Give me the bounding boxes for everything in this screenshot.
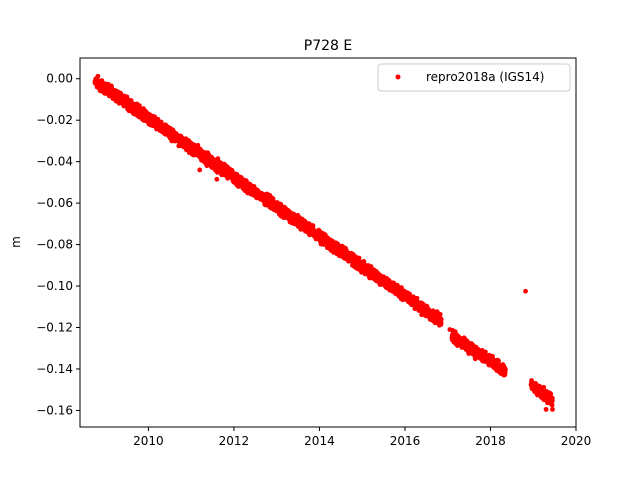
y-tick-label: −0.16 (36, 403, 73, 417)
y-tick-label: −0.10 (36, 279, 73, 293)
data-point (197, 167, 203, 173)
x-tick-label: 2016 (390, 434, 421, 448)
x-tick-label: 2012 (219, 434, 250, 448)
y-tick-label: 0.00 (46, 72, 73, 86)
legend-marker (395, 74, 401, 80)
data-point (356, 255, 362, 261)
data-point (496, 358, 501, 364)
y-tick-label: −0.04 (36, 155, 73, 169)
legend: repro2018a (IGS14) (377, 63, 571, 92)
y-tick-label: −0.06 (36, 196, 73, 210)
data-point (137, 103, 142, 109)
data-point (438, 320, 444, 326)
data-point (549, 402, 555, 408)
y-tick-label: −0.12 (36, 320, 73, 334)
legend-box (377, 63, 571, 92)
x-tick-label: 2020 (561, 434, 592, 448)
data-points (92, 73, 555, 412)
x-tick-label: 2018 (475, 434, 506, 448)
y-axis: 0.00 −0.02 −0.04 −0.06 −0.08 −0.10 −0.12 −0.14 −… (36, 72, 80, 417)
x-tick-label: 2010 (133, 434, 164, 448)
data-point (447, 327, 453, 332)
data-point (95, 73, 101, 79)
data-point (155, 116, 161, 122)
legend-label: repro2018a (IGS14) (426, 70, 544, 84)
data-point (502, 367, 508, 372)
data-point (437, 311, 443, 317)
data-point (523, 288, 528, 294)
data-point (541, 384, 547, 390)
data-point (550, 398, 555, 403)
y-tick-label: −0.14 (36, 362, 73, 376)
data-point (550, 406, 555, 412)
data-point (214, 176, 220, 182)
x-axis: 2010 2012 2014 2016 2018 2020 (133, 427, 591, 448)
y-axis-label: m (9, 236, 23, 248)
data-point (438, 316, 444, 322)
y-tick-label: −0.02 (36, 113, 73, 127)
x-tick-label: 2014 (304, 434, 335, 448)
y-tick-label: −0.08 (36, 238, 73, 252)
chart-title: P728 E (304, 38, 352, 54)
data-point (548, 391, 554, 397)
data-point (543, 406, 549, 412)
plot-frame (79, 57, 577, 428)
